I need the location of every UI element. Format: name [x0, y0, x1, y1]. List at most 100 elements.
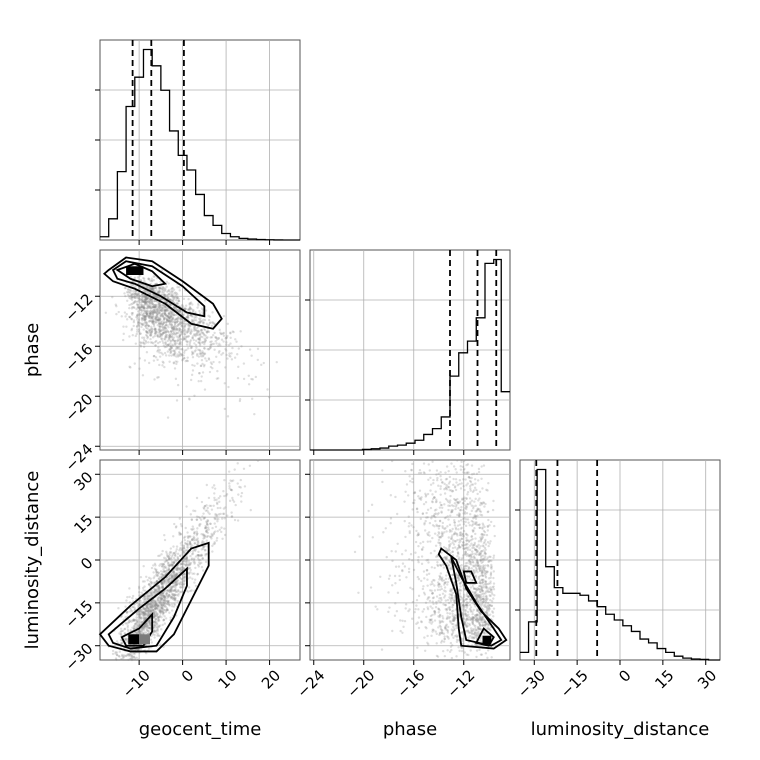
sample-point	[153, 610, 156, 613]
sample-point	[149, 319, 152, 322]
sample-point	[154, 311, 158, 314]
sample-point	[447, 469, 450, 473]
sample-point	[228, 487, 231, 490]
sample-point	[173, 352, 176, 356]
sample-point	[136, 313, 139, 316]
sample-point	[216, 369, 219, 373]
sample-point	[229, 331, 232, 334]
sample-point	[181, 311, 184, 314]
sample-point	[145, 310, 149, 313]
sample-point	[151, 319, 155, 323]
sample-point	[124, 315, 127, 318]
sample-point	[133, 658, 137, 661]
sample-point	[150, 331, 153, 334]
sample-point	[150, 330, 154, 334]
sample-point	[492, 582, 496, 585]
sample-point	[173, 320, 176, 324]
sample-point	[154, 299, 157, 302]
sample-point	[416, 646, 419, 649]
sample-point	[169, 349, 172, 352]
sample-point	[234, 338, 237, 341]
sample-point	[213, 522, 216, 525]
sample-point	[189, 568, 192, 572]
sample-point	[166, 293, 169, 297]
sample-point	[189, 535, 192, 538]
sample-point	[121, 338, 125, 342]
sample-point	[141, 323, 144, 327]
sample-point	[161, 303, 165, 307]
sample-point	[157, 615, 160, 619]
sample-point	[174, 329, 177, 332]
sample-point	[171, 605, 174, 608]
sample-point	[225, 349, 228, 352]
sample-point	[166, 309, 170, 312]
sample-point	[175, 399, 179, 402]
sample-point	[173, 350, 176, 353]
sample-point	[172, 596, 176, 600]
sample-point	[148, 610, 152, 613]
sample-point	[140, 305, 144, 308]
sample-point	[219, 506, 222, 510]
sample-point	[209, 346, 212, 349]
sample-point	[192, 527, 195, 531]
sample-point	[168, 321, 171, 324]
sample-point	[166, 344, 170, 347]
sample-point	[140, 305, 143, 309]
sample-point	[135, 315, 138, 319]
sample-point	[469, 489, 472, 492]
sample-point	[175, 355, 178, 358]
sample-point	[167, 317, 170, 320]
sample-point	[457, 520, 461, 523]
sample-point	[169, 294, 173, 298]
sample-point	[184, 563, 187, 567]
sample-point	[150, 329, 154, 333]
sample-point	[196, 329, 199, 332]
sample-point	[205, 520, 208, 523]
sample-point	[158, 317, 161, 321]
sample-point	[167, 315, 170, 319]
sample-point	[199, 558, 202, 562]
sample-point	[136, 306, 139, 309]
sample-point	[119, 627, 123, 630]
sample-point	[186, 315, 189, 319]
sample-point	[394, 582, 397, 585]
sample-point	[423, 529, 427, 532]
sample-point	[157, 290, 160, 294]
sample-point	[140, 610, 144, 614]
sample-point	[202, 322, 205, 325]
sample-point	[206, 531, 210, 535]
sample-point	[130, 317, 133, 321]
sample-point	[158, 554, 161, 557]
sample-point	[487, 518, 490, 522]
sample-point	[145, 297, 149, 300]
sample-point	[191, 336, 194, 340]
sample-point	[129, 283, 132, 286]
sample-point	[455, 626, 458, 630]
sample-point	[226, 357, 229, 360]
sample-point	[170, 595, 173, 599]
sample-point	[446, 583, 449, 586]
sample-point	[172, 306, 175, 310]
sample-point	[151, 310, 154, 314]
sample-point	[184, 336, 188, 339]
sample-point	[152, 592, 156, 595]
sample-point	[172, 362, 176, 365]
sample-point	[166, 609, 170, 612]
sample-point	[205, 504, 208, 507]
sample-point	[178, 327, 181, 330]
sample-point	[394, 565, 398, 568]
sample-point	[158, 306, 161, 309]
sample-point	[145, 333, 148, 337]
sample-point	[443, 635, 446, 638]
sample-point	[165, 323, 168, 327]
sample-point	[156, 309, 159, 313]
sample-point	[162, 321, 166, 324]
sample-point	[141, 305, 144, 309]
sample-point	[169, 314, 173, 318]
sample-point	[144, 622, 148, 626]
sample-point	[180, 321, 184, 324]
sample-point	[437, 527, 441, 530]
sample-point	[152, 615, 156, 619]
sample-point	[209, 344, 212, 347]
sample-point	[132, 319, 136, 322]
